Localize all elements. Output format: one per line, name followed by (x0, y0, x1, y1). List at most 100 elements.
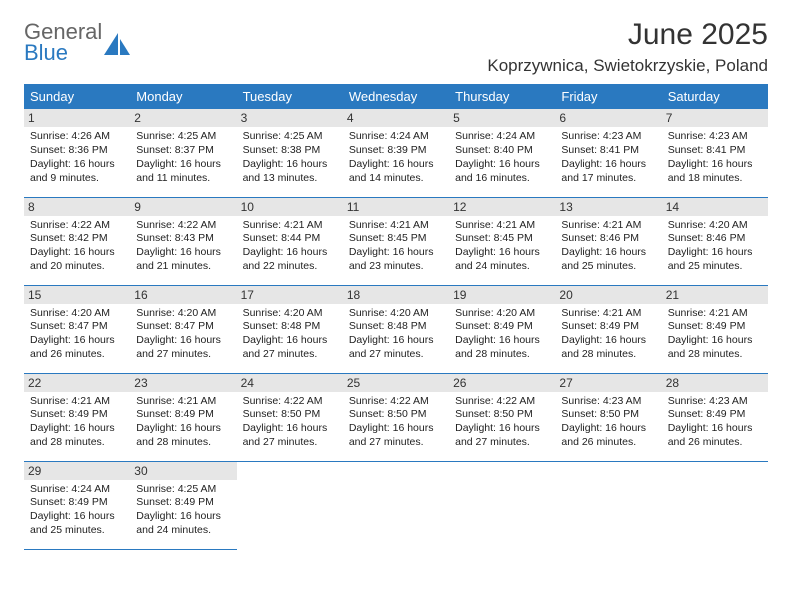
logo-text-bottom: Blue (24, 43, 102, 64)
daylight-text: Daylight: 16 hours and 16 minutes. (455, 158, 549, 186)
day-number: 6 (555, 109, 661, 127)
day-info: Sunrise: 4:21 AMSunset: 8:45 PMDaylight:… (455, 219, 549, 274)
sunrise-text: Sunrise: 4:21 AM (668, 307, 762, 321)
daylight-text: Daylight: 16 hours and 18 minutes. (668, 158, 762, 186)
calendar-cell: 2Sunrise: 4:25 AMSunset: 8:37 PMDaylight… (130, 109, 236, 197)
calendar-cell (449, 461, 555, 549)
daylight-text: Daylight: 16 hours and 23 minutes. (349, 246, 443, 274)
day-number: 13 (555, 198, 661, 216)
calendar-cell: 22Sunrise: 4:21 AMSunset: 8:49 PMDayligh… (24, 373, 130, 461)
day-number: 1 (24, 109, 130, 127)
calendar-page: General Blue June 2025 Koprzywnica, Swie… (0, 0, 792, 574)
day-number: 24 (237, 374, 343, 392)
sunset-text: Sunset: 8:37 PM (136, 144, 230, 158)
calendar-cell: 19Sunrise: 4:20 AMSunset: 8:49 PMDayligh… (449, 285, 555, 373)
calendar-cell: 9Sunrise: 4:22 AMSunset: 8:43 PMDaylight… (130, 197, 236, 285)
weekday-header: Tuesday (237, 84, 343, 109)
calendar-cell: 24Sunrise: 4:22 AMSunset: 8:50 PMDayligh… (237, 373, 343, 461)
calendar-row: 8Sunrise: 4:22 AMSunset: 8:42 PMDaylight… (24, 197, 768, 285)
daylight-text: Daylight: 16 hours and 21 minutes. (136, 246, 230, 274)
day-number: 7 (662, 109, 768, 127)
sunset-text: Sunset: 8:39 PM (349, 144, 443, 158)
day-number: 16 (130, 286, 236, 304)
day-number: 15 (24, 286, 130, 304)
sunrise-text: Sunrise: 4:20 AM (455, 307, 549, 321)
sunset-text: Sunset: 8:43 PM (136, 232, 230, 246)
day-info: Sunrise: 4:21 AMSunset: 8:45 PMDaylight:… (349, 219, 443, 274)
day-number: 20 (555, 286, 661, 304)
sunset-text: Sunset: 8:49 PM (30, 496, 124, 510)
daylight-text: Daylight: 16 hours and 28 minutes. (668, 334, 762, 362)
calendar-cell: 21Sunrise: 4:21 AMSunset: 8:49 PMDayligh… (662, 285, 768, 373)
sunrise-text: Sunrise: 4:22 AM (30, 219, 124, 233)
day-info: Sunrise: 4:23 AMSunset: 8:41 PMDaylight:… (561, 130, 655, 185)
calendar-cell: 30Sunrise: 4:25 AMSunset: 8:49 PMDayligh… (130, 461, 236, 549)
day-info: Sunrise: 4:20 AMSunset: 8:46 PMDaylight:… (668, 219, 762, 274)
daylight-text: Daylight: 16 hours and 28 minutes. (136, 422, 230, 450)
day-info: Sunrise: 4:20 AMSunset: 8:47 PMDaylight:… (30, 307, 124, 362)
sunrise-text: Sunrise: 4:21 AM (30, 395, 124, 409)
sunrise-text: Sunrise: 4:23 AM (561, 395, 655, 409)
sunrise-text: Sunrise: 4:25 AM (136, 130, 230, 144)
day-number: 27 (555, 374, 661, 392)
sunset-text: Sunset: 8:48 PM (243, 320, 337, 334)
sunset-text: Sunset: 8:47 PM (136, 320, 230, 334)
sunset-text: Sunset: 8:50 PM (243, 408, 337, 422)
day-info: Sunrise: 4:21 AMSunset: 8:49 PMDaylight:… (561, 307, 655, 362)
calendar-cell: 3Sunrise: 4:25 AMSunset: 8:38 PMDaylight… (237, 109, 343, 197)
sunrise-text: Sunrise: 4:25 AM (136, 483, 230, 497)
sunset-text: Sunset: 8:49 PM (668, 408, 762, 422)
daylight-text: Daylight: 16 hours and 9 minutes. (30, 158, 124, 186)
day-number: 5 (449, 109, 555, 127)
weekday-header-row: Sunday Monday Tuesday Wednesday Thursday… (24, 84, 768, 109)
daylight-text: Daylight: 16 hours and 27 minutes. (349, 334, 443, 362)
day-number: 11 (343, 198, 449, 216)
sunset-text: Sunset: 8:41 PM (561, 144, 655, 158)
calendar-cell: 8Sunrise: 4:22 AMSunset: 8:42 PMDaylight… (24, 197, 130, 285)
sunset-text: Sunset: 8:46 PM (668, 232, 762, 246)
sunrise-text: Sunrise: 4:20 AM (243, 307, 337, 321)
day-info: Sunrise: 4:20 AMSunset: 8:48 PMDaylight:… (243, 307, 337, 362)
weekday-header: Wednesday (343, 84, 449, 109)
day-info: Sunrise: 4:24 AMSunset: 8:49 PMDaylight:… (30, 483, 124, 538)
calendar-cell: 6 Sunrise: 4:23 AMSunset: 8:41 PMDaylight… (555, 109, 661, 197)
sunset-text: Sunset: 8:49 PM (136, 496, 230, 510)
daylight-text: Daylight: 16 hours and 25 minutes. (561, 246, 655, 274)
calendar-cell (343, 461, 449, 549)
calendar-cell: 20 Sunrise: 4:21 AMSunset: 8:49 PMDayligh… (555, 285, 661, 373)
day-number: 12 (449, 198, 555, 216)
sunset-text: Sunset: 8:48 PM (349, 320, 443, 334)
daylight-text: Daylight: 16 hours and 27 minutes. (349, 422, 443, 450)
sunrise-text: Sunrise: 4:21 AM (561, 219, 655, 233)
sunrise-text: Sunrise: 4:20 AM (136, 307, 230, 321)
weekday-header: Thursday (449, 84, 555, 109)
daylight-text: Daylight: 16 hours and 28 minutes. (561, 334, 655, 362)
sunrise-text: Sunrise: 4:21 AM (349, 219, 443, 233)
day-number: 10 (237, 198, 343, 216)
daylight-text: Daylight: 16 hours and 11 minutes. (136, 158, 230, 186)
daylight-text: Daylight: 16 hours and 24 minutes. (136, 510, 230, 538)
daylight-text: Daylight: 16 hours and 27 minutes. (243, 422, 337, 450)
calendar-row: 1Sunrise: 4:26 AMSunset: 8:36 PMDaylight… (24, 109, 768, 197)
calendar-cell: 25 Sunrise: 4:22 AMSunset: 8:50 PMDayligh… (343, 373, 449, 461)
sunset-text: Sunset: 8:49 PM (136, 408, 230, 422)
sunrise-text: Sunrise: 4:22 AM (349, 395, 443, 409)
sunrise-text: Sunrise: 4:22 AM (455, 395, 549, 409)
sunset-text: Sunset: 8:50 PM (349, 408, 443, 422)
header: General Blue June 2025 Koprzywnica, Swie… (24, 18, 768, 76)
daylight-text: Daylight: 16 hours and 27 minutes. (455, 422, 549, 450)
calendar-cell: 18Sunrise: 4:20 AMSunset: 8:48 PMDayligh… (343, 285, 449, 373)
calendar-table: Sunday Monday Tuesday Wednesday Thursday… (24, 84, 768, 550)
daylight-text: Daylight: 16 hours and 25 minutes. (30, 510, 124, 538)
sunrise-text: Sunrise: 4:24 AM (30, 483, 124, 497)
day-number: 25 (343, 374, 449, 392)
weekday-header: Sunday (24, 84, 130, 109)
day-info: Sunrise: 4:22 AMSunset: 8:42 PMDaylight:… (30, 219, 124, 274)
sunset-text: Sunset: 8:45 PM (349, 232, 443, 246)
calendar-cell: 14Sunrise: 4:20 AMSunset: 8:46 PMDayligh… (662, 197, 768, 285)
day-info: Sunrise: 4:24 AMSunset: 8:40 PMDaylight:… (455, 130, 549, 185)
day-info: Sunrise: 4:23 AMSunset: 8:50 PMDaylight:… (561, 395, 655, 450)
day-number: 19 (449, 286, 555, 304)
calendar-cell: 29Sunrise: 4:24 AMSunset: 8:49 PMDayligh… (24, 461, 130, 549)
day-number: 21 (662, 286, 768, 304)
